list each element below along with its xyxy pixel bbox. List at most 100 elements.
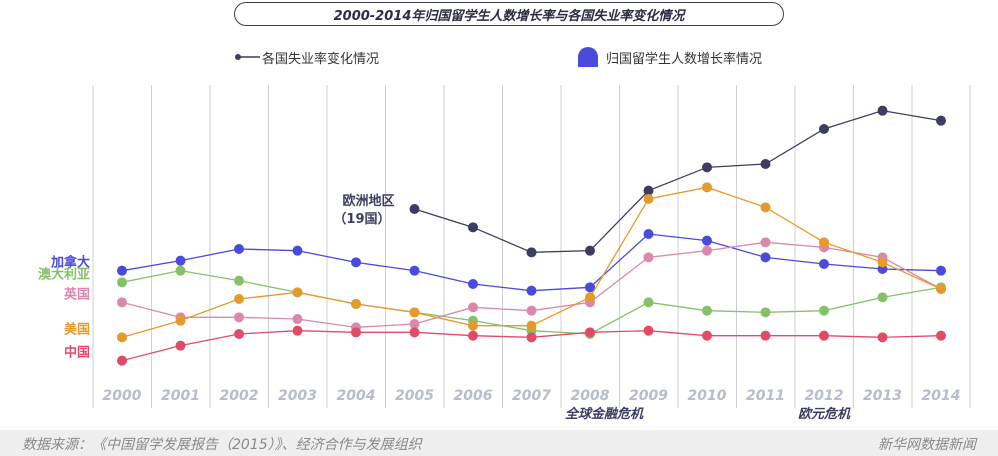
data-point	[877, 292, 888, 303]
series-label: 英国	[63, 286, 90, 302]
data-point	[409, 307, 420, 318]
data-point	[526, 332, 537, 343]
data-point	[877, 332, 888, 343]
series-label: 欧洲地区	[342, 193, 394, 209]
source-note: 数据来源：《中国留学发展报告（2015）》、经济合作与发展组织	[22, 437, 422, 453]
data-point	[643, 325, 654, 336]
x-tick-label: 2013	[863, 388, 902, 404]
data-point	[117, 332, 127, 343]
data-point	[468, 279, 478, 289]
data-point	[234, 275, 244, 286]
data-point	[292, 325, 303, 336]
legend-unemployment-label: 各国失业率变化情况	[262, 51, 380, 67]
data-point	[409, 204, 420, 214]
series-label: 中国	[64, 345, 90, 361]
data-point	[936, 284, 946, 294]
legend-returnees-label: 归国留学生人数增长率情况	[606, 51, 763, 67]
data-point	[468, 330, 478, 341]
x-tick-label: 2007	[512, 388, 551, 404]
data-point	[117, 277, 127, 288]
brand-label: 新华网数据新闻	[878, 437, 976, 453]
x-tick-label: 2001	[161, 388, 200, 404]
data-point	[234, 312, 244, 323]
data-point	[760, 252, 771, 263]
data-point	[760, 307, 771, 318]
footer: 数据来源：《中国留学发展报告（2015）》、经济合作与发展组织 新华网数据新闻	[0, 430, 998, 456]
series-label: 美国	[64, 321, 90, 337]
data-point	[877, 257, 888, 268]
data-point	[234, 329, 244, 339]
data-point	[702, 330, 712, 341]
data-point	[409, 327, 420, 338]
data-point	[643, 194, 654, 204]
data-point	[292, 287, 303, 298]
data-point	[409, 265, 420, 276]
data-point	[702, 305, 712, 316]
data-point	[702, 235, 712, 246]
series-label: 澳大利亚	[38, 266, 90, 282]
data-point	[117, 265, 127, 276]
legend-line-marker	[235, 54, 260, 60]
x-tick-label: 2008	[571, 388, 610, 404]
x-tick-label: 2010	[688, 388, 727, 404]
legend-unemployment: 各国失业率变化情况	[232, 46, 379, 68]
data-point	[526, 320, 537, 331]
event-label: 欧元危机	[798, 406, 851, 422]
data-point	[819, 330, 829, 341]
x-tick-label: 2009	[629, 388, 668, 404]
data-point	[702, 182, 712, 193]
x-tick-label: 2004	[337, 388, 376, 404]
data-point	[468, 320, 478, 331]
data-point	[468, 222, 478, 233]
data-point	[526, 285, 537, 296]
x-tick-label: 2014	[922, 388, 961, 404]
data-point	[409, 319, 420, 329]
data-point	[643, 252, 654, 263]
data-point	[117, 297, 127, 308]
data-point	[819, 305, 829, 316]
data-point	[292, 314, 303, 324]
data-point	[877, 105, 888, 116]
data-point	[292, 245, 303, 256]
data-point	[585, 327, 595, 338]
data-point	[175, 340, 186, 351]
x-tick-label: 2011	[746, 388, 785, 404]
data-point	[234, 294, 244, 304]
data-point	[760, 237, 771, 248]
data-point	[643, 185, 654, 196]
data-point	[175, 265, 186, 276]
data-point	[526, 247, 537, 258]
data-point	[234, 244, 244, 254]
data-point	[936, 330, 946, 341]
x-tick-label: 2005	[395, 388, 434, 404]
legend-area-marker	[578, 47, 598, 67]
data-point	[585, 245, 595, 256]
data-point	[117, 355, 127, 366]
data-point	[819, 237, 829, 248]
x-tick-label: 2000	[103, 388, 142, 404]
data-point	[585, 292, 595, 303]
series-label: （19国）	[333, 211, 390, 227]
x-tick-label: 2012	[805, 388, 844, 404]
data-point	[936, 115, 946, 126]
data-point	[819, 124, 829, 134]
data-point	[526, 305, 537, 316]
data-point	[175, 255, 186, 266]
legend-returnees: 归国留学生人数增长率情况	[576, 46, 762, 68]
data-point	[702, 162, 712, 173]
data-point	[351, 327, 361, 338]
x-tick-label: 2002	[220, 388, 259, 404]
x-tick-label: 2006	[454, 388, 493, 404]
chart-title: 2000-2014年归国留学生人数增长率与各国失业率变化情况	[234, 2, 784, 26]
data-point	[819, 259, 829, 269]
data-point	[760, 202, 771, 213]
data-point	[351, 299, 361, 309]
data-point	[585, 282, 595, 293]
series-label: 加拿大	[50, 255, 90, 271]
data-point	[702, 245, 712, 256]
data-point	[468, 302, 478, 313]
x-tick-label: 2003	[278, 388, 317, 404]
line-chart: 2000 2001 2002 2003 2004 2005 2006 2007 2008 2009…	[38, 85, 971, 422]
event-label: 全球金融危机	[565, 406, 644, 422]
data-point	[643, 297, 654, 308]
